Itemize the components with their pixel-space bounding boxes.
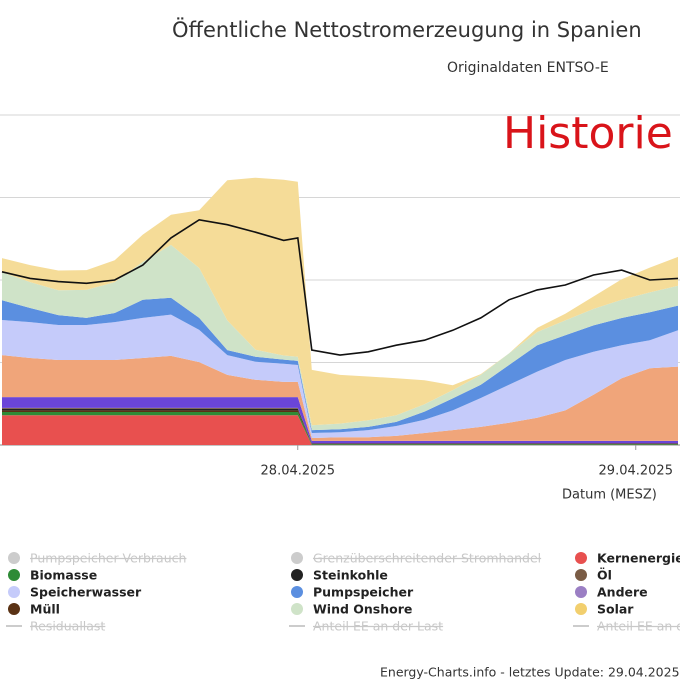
- legend-label[interactable]: Pumpspeicher Verbrauch: [30, 551, 186, 566]
- area: [2, 314, 678, 438]
- legend-symbol: [291, 569, 303, 581]
- x-tick-label: 28.04.2025: [261, 464, 335, 479]
- legend-symbol: [8, 603, 20, 615]
- legend-symbol: [575, 586, 587, 598]
- legend-symbol: [291, 603, 303, 615]
- x-axis: 28.04.2025 29.04.2025: [261, 445, 673, 479]
- legend-symbol: [8, 569, 20, 581]
- legend-label[interactable]: Müll: [30, 602, 60, 617]
- area: [2, 415, 678, 445]
- legend-symbol: [8, 586, 20, 598]
- legend-label[interactable]: Steinkohle: [313, 568, 388, 583]
- legend-label[interactable]: Öl: [597, 568, 612, 583]
- legend: Kernenergie Biomasse Müll Steinkohle Öl Ander…: [6, 551, 680, 634]
- legend-symbol: [291, 586, 303, 598]
- plot-area: [1, 177, 679, 445]
- annotation: Historie: [503, 108, 673, 159]
- legend-label[interactable]: Biomasse: [30, 568, 97, 583]
- area: [2, 397, 678, 444]
- legend-symbol: [575, 569, 587, 581]
- x-tick-label: 29.04.2025: [599, 464, 673, 479]
- legend-label[interactable]: Pumpspeicher: [313, 585, 414, 600]
- chart-subtitle: Originaldaten ENTSO-E: [447, 60, 609, 76]
- legend-label[interactable]: Residuallast: [30, 619, 105, 634]
- area: [2, 244, 678, 431]
- legend-symbol: [291, 552, 303, 564]
- x-axis-label: Datum (MESZ): [562, 488, 657, 503]
- legend-label[interactable]: Wind Onshore: [313, 602, 412, 617]
- legend-label[interactable]: Anteil EE an der Last: [313, 619, 443, 634]
- area: [2, 297, 678, 433]
- legend-label[interactable]: Solar: [597, 602, 634, 617]
- area: [2, 355, 678, 441]
- area: [2, 177, 678, 426]
- legend-label[interactable]: Speicherwasser: [30, 585, 142, 600]
- area: [2, 412, 678, 445]
- legend-label[interactable]: Kernenergie: [597, 551, 680, 566]
- legend-symbol: [8, 552, 20, 564]
- footer: Energy-Charts.info - letztes Update: 29.…: [380, 665, 680, 680]
- legend-symbol: [575, 603, 587, 615]
- chart-title: Öffentliche Nettostromerzeugung in Spani…: [172, 17, 642, 42]
- legend-label[interactable]: Andere: [597, 585, 648, 600]
- line: [1, 218, 679, 356]
- legend-label[interactable]: Grenzüberschreitender Stromhandel: [313, 551, 541, 566]
- legend-symbol: [575, 552, 587, 564]
- legend-label[interactable]: Anteil EE an der: [597, 619, 680, 634]
